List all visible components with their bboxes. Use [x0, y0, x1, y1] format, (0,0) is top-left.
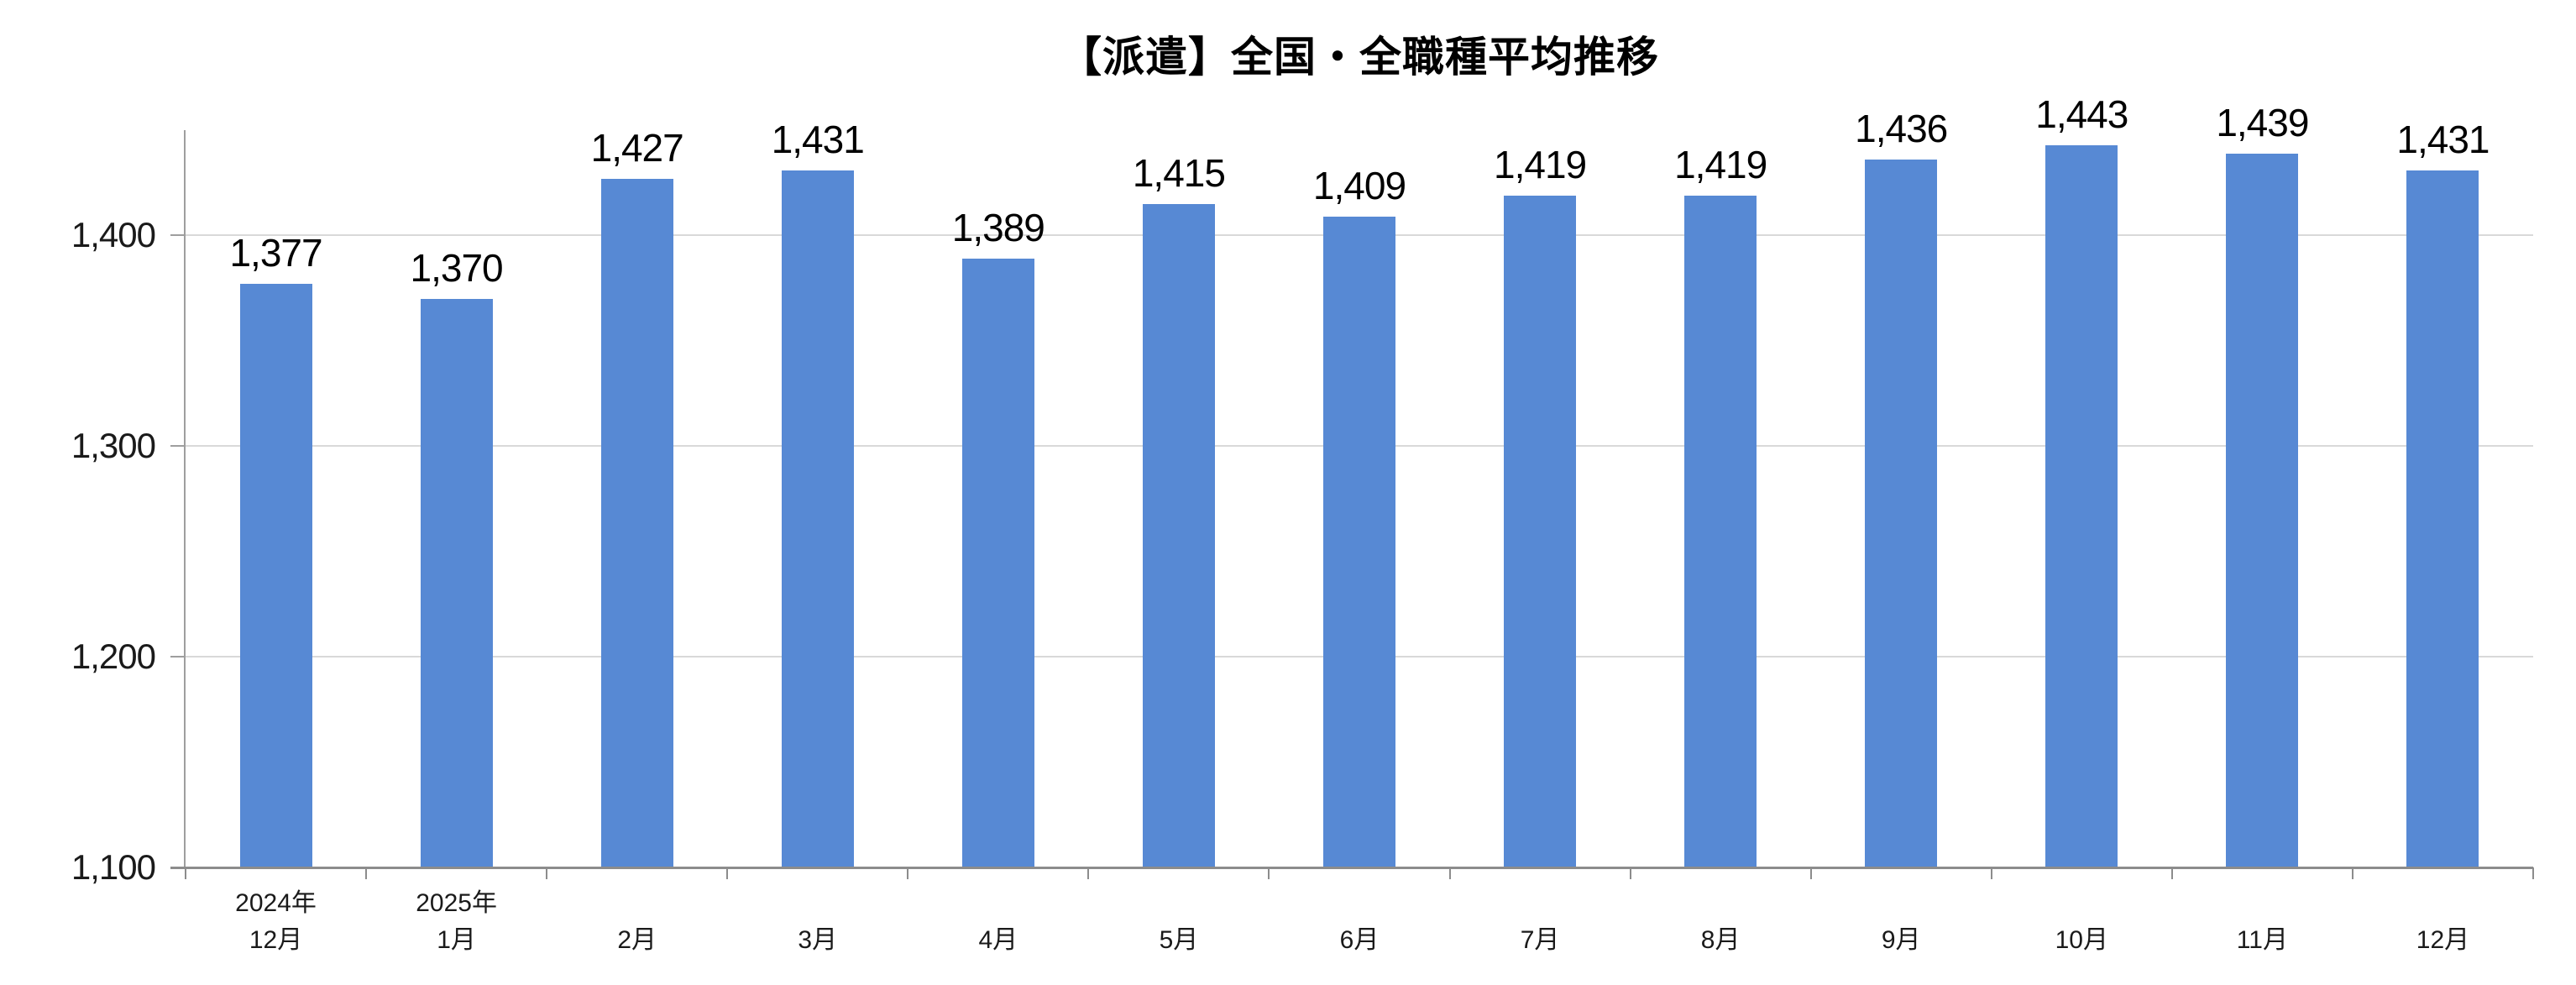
- bar: [1142, 203, 1215, 867]
- bar: [781, 170, 854, 867]
- x-tick-label-month: 5月: [1159, 926, 1199, 954]
- x-tick-label-month: 9月: [1881, 926, 1921, 954]
- y-axis-line: [184, 130, 186, 867]
- x-axis-tick-mark: [1448, 867, 1451, 879]
- bar-value-label: 1,431: [771, 117, 865, 161]
- bar-value-label: 1,419: [1494, 142, 1587, 186]
- x-axis-tick-mark: [365, 867, 368, 879]
- bar-value-label: 1,439: [2216, 100, 2309, 144]
- x-tick-label-year: 2024年: [235, 889, 317, 917]
- bar: [2406, 170, 2479, 867]
- x-tick-label-month: 3月: [798, 926, 838, 954]
- y-tick-label: 1,300: [71, 426, 156, 466]
- x-axis-tick-mark: [2532, 867, 2534, 879]
- bar: [420, 298, 493, 867]
- x-tick-label-month: 11月: [2236, 926, 2288, 954]
- chart-title: 【派遣】全国・全職種平均推移: [1060, 34, 1659, 81]
- bar: [239, 284, 312, 867]
- x-axis-line: [170, 867, 2533, 869]
- x-tick-label-month: 8月: [1700, 926, 1741, 954]
- x-axis-tick-mark: [726, 867, 729, 879]
- bar-value-label: 1,443: [2035, 92, 2128, 136]
- bar: [2226, 153, 2299, 867]
- bar-value-label: 1,436: [1855, 107, 1948, 151]
- x-tick-label-month: 1月: [437, 926, 476, 954]
- x-axis-tick-mark: [1268, 867, 1270, 879]
- bar-value-label: 1,409: [1312, 163, 1406, 207]
- bar: [961, 259, 1034, 867]
- bar: [2045, 144, 2118, 867]
- x-tick-label-month: 6月: [1339, 926, 1380, 954]
- x-axis-tick-mark: [1990, 867, 1992, 879]
- y-axis-tick-mark: [170, 656, 186, 658]
- x-axis-tick-mark: [2351, 867, 2353, 879]
- bar: [1323, 216, 1395, 867]
- y-axis-tick-mark: [170, 234, 186, 237]
- x-axis-tick-mark: [1087, 867, 1090, 879]
- x-axis-tick-mark: [546, 867, 548, 879]
- x-tick-label-month: 12月: [249, 926, 303, 954]
- bar-value-label: 1,431: [2396, 117, 2490, 161]
- bar: [1865, 160, 1938, 867]
- y-axis-tick-mark: [170, 445, 186, 448]
- bar-value-label: 1,415: [1132, 150, 1226, 195]
- y-tick-label: 1,200: [71, 637, 156, 677]
- y-tick-label: 1,400: [71, 215, 156, 255]
- bar-value-label: 1,370: [410, 245, 504, 290]
- x-tick-label-month: 12月: [2416, 926, 2470, 954]
- x-tick-label-month: 10月: [2055, 926, 2108, 954]
- x-axis-tick-mark: [1629, 867, 1631, 879]
- x-tick-label-month: 7月: [1520, 926, 1560, 954]
- bar-value-label: 1,377: [229, 231, 322, 275]
- x-tick-label-month: 4月: [978, 926, 1018, 954]
- x-tick-label-year: 2025年: [416, 889, 497, 917]
- bar-value-label: 1,389: [951, 206, 1045, 250]
- bar: [1504, 195, 1577, 867]
- x-axis-tick-mark: [185, 867, 186, 879]
- bar-value-label: 1,427: [590, 125, 684, 170]
- x-axis-tick-mark: [1809, 867, 1812, 879]
- x-axis-tick-mark: [2170, 867, 2173, 879]
- x-tick-label-month: 2月: [617, 926, 657, 954]
- x-axis-tick-mark: [907, 867, 909, 879]
- bar-value-label: 1,419: [1674, 142, 1767, 186]
- bar: [1684, 195, 1757, 867]
- bar: [600, 178, 673, 867]
- y-tick-label: 1,100: [71, 847, 156, 887]
